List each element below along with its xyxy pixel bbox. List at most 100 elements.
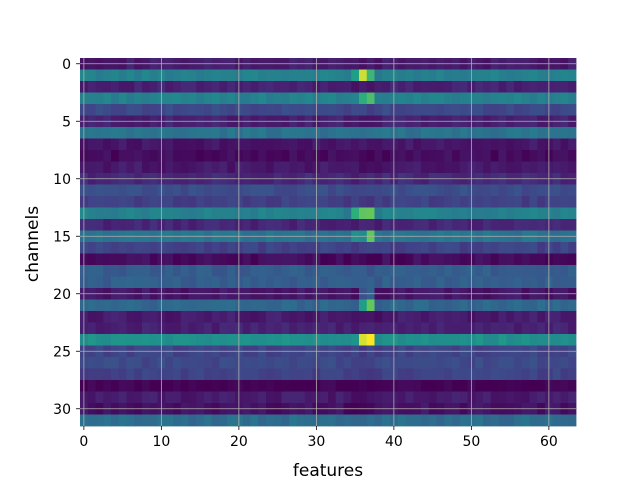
heatmap-cell [436, 219, 445, 231]
heatmap-cell [118, 299, 127, 312]
heatmap-cell [320, 207, 329, 220]
heatmap-cell [258, 150, 267, 162]
heatmap-cell [436, 127, 445, 139]
heatmap-cell [242, 253, 251, 266]
heatmap-cell [126, 380, 135, 392]
heatmap-cell [165, 184, 174, 197]
heatmap-cell [514, 127, 523, 139]
heatmap-cell [111, 380, 120, 392]
heatmap-cell [211, 92, 220, 105]
heatmap-cell [413, 334, 422, 346]
heatmap-cell [537, 299, 546, 312]
heatmap-cell [204, 161, 213, 174]
heatmap-cell [560, 127, 569, 139]
heatmap-cell [227, 207, 236, 220]
heatmap-cell [351, 69, 360, 82]
heatmap-cell [452, 276, 461, 289]
heatmap-cell [405, 414, 414, 427]
heatmap-cell [459, 69, 468, 82]
heatmap-cell [281, 242, 290, 254]
heatmap-cell [95, 207, 104, 220]
heatmap-cell [359, 253, 368, 266]
heatmap-cell [165, 380, 174, 392]
heatmap-cell [475, 69, 484, 82]
heatmap-cell [242, 138, 251, 151]
heatmap-cell [366, 265, 375, 277]
heatmap-cell [498, 357, 507, 369]
heatmap-cell [335, 391, 344, 404]
heatmap-cell [397, 127, 406, 139]
heatmap-cell [118, 69, 127, 82]
heatmap-cell [475, 253, 484, 266]
heatmap-cell [490, 161, 499, 174]
heatmap-cell [343, 276, 352, 289]
heatmap-cell [452, 92, 461, 105]
heatmap-cell [297, 322, 306, 335]
heatmap-cell [165, 104, 174, 116]
heatmap-cell [219, 104, 228, 116]
heatmap-cell [289, 299, 298, 312]
heatmap-cell [118, 127, 127, 139]
x-tick-label: 10 [152, 434, 170, 450]
heatmap-cell [297, 81, 306, 93]
heatmap-cell [242, 104, 251, 116]
heatmap-cell [359, 196, 368, 208]
heatmap-cell [95, 253, 104, 266]
y-tick-label: 10 [53, 172, 71, 188]
heatmap-cell [304, 138, 313, 151]
heatmap-cell [87, 242, 96, 254]
heatmap-cell [304, 334, 313, 346]
heatmap-cell [452, 414, 461, 427]
heatmap-cell [304, 253, 313, 266]
heatmap-cell [529, 276, 538, 289]
heatmap-cell [304, 414, 313, 427]
heatmap-cell [320, 81, 329, 93]
heatmap-cell [459, 368, 468, 381]
heatmap-cell [273, 414, 282, 427]
heatmap-cell [405, 92, 414, 105]
heatmap-cell [498, 334, 507, 346]
heatmap-cell [328, 104, 337, 116]
heatmap-cell [444, 207, 453, 220]
heatmap-cell [111, 184, 120, 197]
heatmap-cell [173, 242, 182, 254]
heatmap-cell [126, 414, 135, 427]
heatmap-cell [428, 242, 437, 254]
heatmap-cell [421, 368, 430, 381]
heatmap-cell [529, 69, 538, 82]
heatmap-cell [142, 196, 151, 208]
heatmap-cell [304, 357, 313, 369]
heatmap-cell [568, 92, 577, 105]
heatmap-cell [537, 138, 546, 151]
heatmap-cell [297, 265, 306, 277]
heatmap-cell [374, 357, 383, 369]
heatmap-cell [134, 299, 143, 312]
heatmap-cell [111, 357, 120, 369]
heatmap-cell [219, 391, 228, 404]
heatmap-cell [428, 299, 437, 312]
heatmap-cell [343, 196, 352, 208]
heatmap-cell [196, 127, 205, 139]
heatmap-cell [537, 311, 546, 323]
heatmap-cell [134, 69, 143, 82]
heatmap-cell [498, 368, 507, 381]
heatmap-cell [273, 81, 282, 93]
heatmap-cell [552, 391, 561, 404]
heatmap-cell [188, 104, 197, 116]
heatmap-cell [149, 368, 158, 381]
heatmap-cell [258, 207, 267, 220]
heatmap-cell [142, 138, 151, 151]
heatmap-cell [374, 69, 383, 82]
heatmap-cell [149, 92, 158, 105]
heatmap-cell [134, 391, 143, 404]
heatmap-cell [304, 242, 313, 254]
heatmap-cell [165, 161, 174, 174]
heatmap-cell [521, 357, 530, 369]
heatmap-cell [351, 242, 360, 254]
heatmap-cell [397, 184, 406, 197]
heatmap-cell [211, 161, 220, 174]
heatmap-cell [351, 299, 360, 312]
heatmap-cell [498, 265, 507, 277]
heatmap-cell [258, 253, 267, 266]
heatmap-cell [351, 138, 360, 151]
